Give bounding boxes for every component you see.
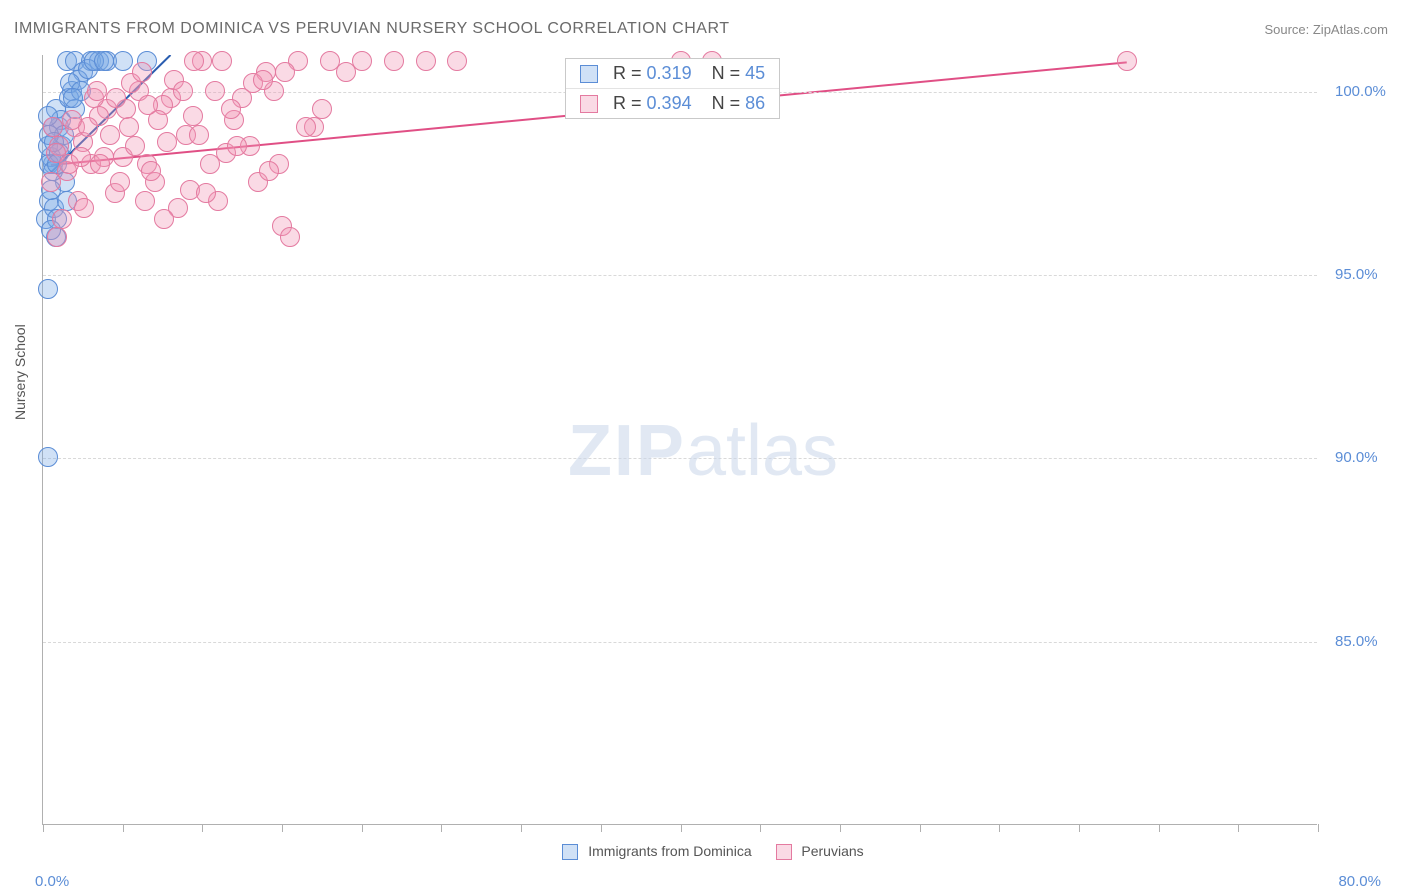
data-point-peruvians <box>184 51 204 71</box>
r-value-peruvians: 0.394 <box>647 93 692 113</box>
data-point-peruvians <box>132 62 152 82</box>
data-point-dominica <box>38 279 58 299</box>
source-prefix: Source: <box>1264 22 1312 37</box>
n-label: N = <box>712 63 741 83</box>
y-tick-label: 90.0% <box>1335 449 1378 466</box>
data-point-peruvians <box>125 136 145 156</box>
data-point-peruvians <box>275 62 295 82</box>
data-point-dominica <box>38 447 58 467</box>
data-point-peruvians <box>280 227 300 247</box>
y-tick-label: 95.0% <box>1335 266 1378 283</box>
data-point-peruvians <box>157 132 177 152</box>
data-point-peruvians <box>312 99 332 119</box>
data-point-peruvians <box>52 209 72 229</box>
data-point-peruvians <box>205 81 225 101</box>
x-tick <box>123 824 124 832</box>
x-tick <box>1238 824 1239 832</box>
correlation-row-dominica: R = 0.319 N = 45 <box>566 59 779 89</box>
x-tick <box>362 824 363 832</box>
trend-lines-layer <box>43 55 1318 825</box>
x-tick <box>601 824 602 832</box>
data-point-peruvians <box>384 51 404 71</box>
data-point-peruvians <box>87 81 107 101</box>
source-link[interactable]: ZipAtlas.com <box>1313 22 1388 37</box>
r-label: R = <box>613 93 642 113</box>
data-point-peruvians <box>138 95 158 115</box>
data-point-peruvians <box>296 117 316 137</box>
data-point-peruvians <box>227 136 247 156</box>
data-point-peruvians <box>196 183 216 203</box>
x-tick <box>43 824 44 832</box>
x-tick <box>840 824 841 832</box>
data-point-peruvians <box>200 154 220 174</box>
chart-title: IMMIGRANTS FROM DOMINICA VS PERUVIAN NUR… <box>14 20 729 38</box>
data-point-peruvians <box>47 227 67 247</box>
legend-label-peruvians: Peruvians <box>801 843 863 859</box>
gridline-h <box>43 458 1317 459</box>
data-point-peruvians <box>110 172 130 192</box>
legend-swatch-peruvians <box>776 844 792 860</box>
data-point-peruvians <box>183 106 203 126</box>
data-point-peruvians <box>447 51 467 71</box>
data-point-peruvians <box>416 51 436 71</box>
data-point-dominica <box>113 51 133 71</box>
data-point-peruvians <box>212 51 232 71</box>
data-point-peruvians <box>173 81 193 101</box>
x-tick <box>760 824 761 832</box>
swatch-dominica <box>580 65 598 83</box>
x-tick <box>202 824 203 832</box>
legend-bottom: Immigrants from Dominica Peruvians <box>0 843 1406 860</box>
data-point-dominica <box>94 51 114 71</box>
correlation-row-peruvians: R = 0.394 N = 86 <box>566 89 779 118</box>
legend-label-dominica: Immigrants from Dominica <box>588 843 751 859</box>
data-point-peruvians <box>41 172 61 192</box>
n-value-dominica: 45 <box>745 63 765 83</box>
data-point-peruvians <box>352 51 372 71</box>
data-point-peruvians <box>74 198 94 218</box>
x-tick <box>441 824 442 832</box>
x-tick <box>1079 824 1080 832</box>
x-tick <box>681 824 682 832</box>
data-point-peruvians <box>221 99 241 119</box>
x-tick <box>521 824 522 832</box>
n-value-peruvians: 86 <box>745 93 765 113</box>
y-axis-label: Nursery School <box>12 324 28 420</box>
gridline-h <box>43 642 1317 643</box>
r-label: R = <box>613 63 642 83</box>
data-point-peruvians <box>141 161 161 181</box>
y-tick-label: 100.0% <box>1335 83 1386 100</box>
data-point-peruvians <box>71 147 91 167</box>
n-label: N = <box>712 93 741 113</box>
data-point-peruvians <box>154 209 174 229</box>
x-tick <box>920 824 921 832</box>
x-tick <box>1159 824 1160 832</box>
x-tick <box>282 824 283 832</box>
x-axis-max: 80.0% <box>1338 873 1381 890</box>
data-point-peruvians <box>259 161 279 181</box>
x-tick <box>1318 824 1319 832</box>
chart-source: Source: ZipAtlas.com <box>1264 22 1388 37</box>
data-point-peruvians <box>253 70 273 90</box>
data-point-peruvians <box>43 117 63 137</box>
gridline-h <box>43 275 1317 276</box>
data-point-peruvians <box>1117 51 1137 71</box>
data-point-peruvians <box>189 125 209 145</box>
x-axis-min: 0.0% <box>35 873 69 890</box>
correlation-box: R = 0.319 N = 45 R = 0.394 N = 86 <box>565 58 780 119</box>
data-point-peruvians <box>106 88 126 108</box>
legend-swatch-dominica <box>562 844 578 860</box>
data-point-peruvians <box>62 110 82 130</box>
plot-area <box>42 55 1317 825</box>
data-point-peruvians <box>135 191 155 211</box>
data-point-peruvians <box>100 125 120 145</box>
r-value-dominica: 0.319 <box>647 63 692 83</box>
data-point-peruvians <box>119 117 139 137</box>
data-point-peruvians <box>90 154 110 174</box>
y-tick-label: 85.0% <box>1335 633 1378 650</box>
x-tick <box>999 824 1000 832</box>
data-point-dominica <box>63 88 83 108</box>
swatch-peruvians <box>580 95 598 113</box>
